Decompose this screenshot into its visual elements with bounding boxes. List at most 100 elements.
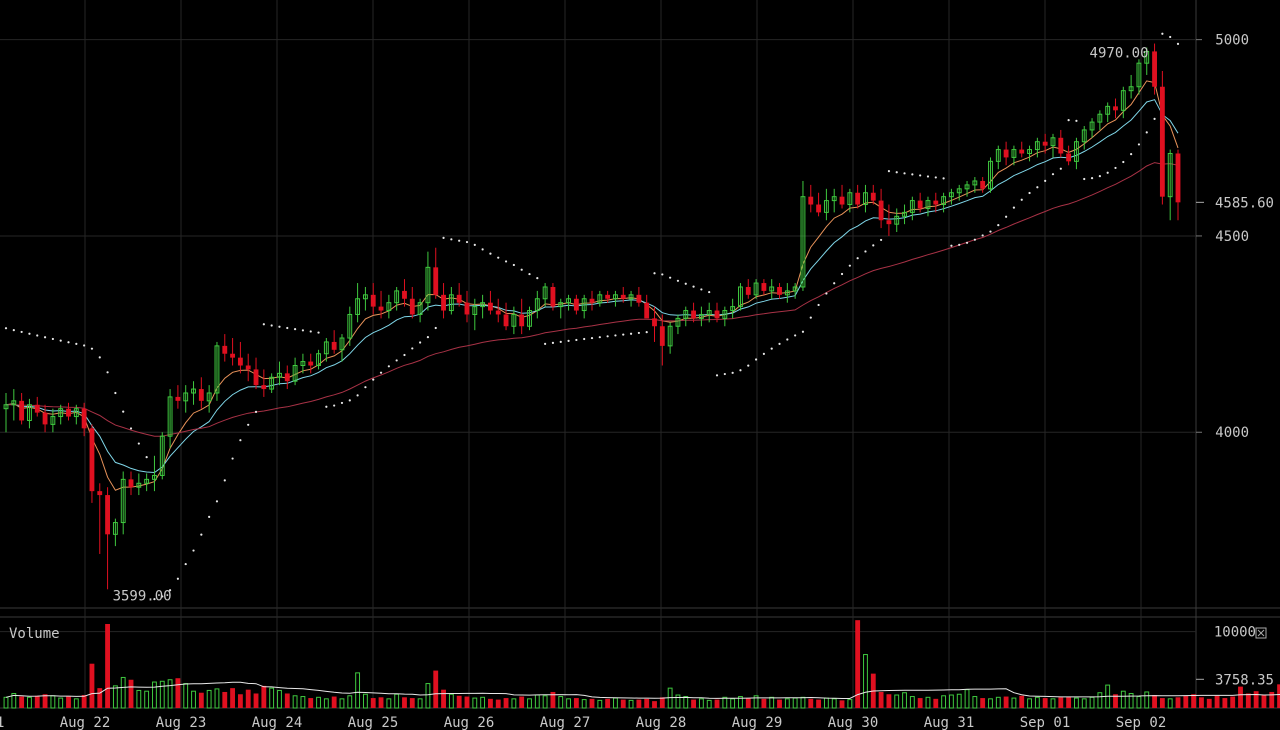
candle [558, 298, 564, 319]
high-price-label: 4970.00 [1090, 45, 1149, 61]
sar-dot [809, 316, 812, 319]
candle [1003, 141, 1009, 166]
sar-dot [395, 359, 398, 362]
sar-dot [286, 326, 289, 330]
candle-body [980, 180, 986, 189]
candle-body [1074, 141, 1079, 162]
candle [956, 184, 962, 201]
candle [581, 294, 587, 319]
sar-dot [895, 171, 898, 174]
volume-bar [206, 689, 212, 709]
candle-body [81, 408, 87, 429]
candle-body [417, 302, 423, 315]
sar-dot [293, 328, 297, 331]
sar-dot [28, 332, 31, 335]
current-price-label: 4585.60 [1215, 195, 1274, 211]
volume-bar [863, 654, 868, 709]
candle-body [847, 192, 853, 206]
volume-bar [1058, 697, 1064, 708]
sar-dot [4, 327, 8, 330]
volume-bar [308, 698, 314, 708]
candle [284, 365, 290, 390]
sar-dot [934, 176, 937, 179]
candle-body [191, 388, 196, 394]
candle [488, 290, 493, 315]
sar-dot [75, 342, 78, 345]
volume-bar [284, 693, 290, 708]
sar-dot [161, 595, 164, 598]
candle [394, 286, 400, 311]
sar-dot [614, 334, 617, 337]
candle-body [1042, 141, 1048, 146]
date-tick-label: Aug 22 [60, 715, 111, 730]
candle [527, 306, 532, 331]
sar-dot [301, 329, 305, 332]
volume-bar [339, 698, 345, 709]
price-tick-label: 4000 [1215, 425, 1249, 441]
candle [456, 283, 462, 307]
sar-dot [67, 341, 70, 344]
sar-dot [247, 423, 250, 426]
candle [878, 188, 884, 229]
sar-dot [559, 340, 562, 343]
sar-dot [833, 282, 836, 285]
volume-bar [152, 681, 157, 709]
candle [480, 294, 486, 319]
volume-bar [605, 698, 611, 708]
sar-dot [1106, 171, 1109, 174]
candle [339, 334, 345, 362]
volume-bar [402, 697, 407, 708]
volume-bar [1238, 686, 1243, 708]
candle-body [698, 313, 704, 319]
candle-body [480, 302, 486, 308]
sar-dot [192, 549, 195, 552]
candle [81, 402, 87, 437]
date-tick-label: Aug 25 [348, 715, 399, 730]
volume-bar [464, 696, 470, 708]
sar-dot [848, 264, 851, 267]
candle [573, 294, 579, 315]
sar-dot [528, 272, 531, 276]
volume-bar [503, 698, 509, 708]
volume-bar [1034, 696, 1040, 709]
sar-dot [794, 334, 797, 337]
sar-dot [1114, 166, 1117, 170]
sar-dot [90, 347, 94, 350]
candle [784, 283, 790, 303]
volume-bar [230, 688, 236, 708]
candle-body [1011, 149, 1017, 158]
candle [58, 404, 64, 425]
volume-bar [167, 679, 173, 709]
sar-dot [1090, 177, 1094, 180]
candle [433, 247, 439, 299]
volume-bar [1042, 698, 1048, 708]
volume-bar [355, 672, 361, 709]
volume-bar [722, 696, 728, 709]
candle-body [941, 196, 947, 206]
volume-bar [300, 696, 306, 709]
volume-bar [1113, 694, 1118, 708]
volume-bar [1152, 695, 1157, 708]
volume-bar [597, 699, 603, 709]
sar-dot [973, 238, 976, 241]
close-panel-icon[interactable] [1255, 627, 1267, 639]
sar-dot [262, 323, 265, 326]
candle-body [917, 200, 923, 209]
volume-bar [1245, 693, 1251, 708]
volume-bar [245, 689, 251, 708]
sar-dot [333, 404, 336, 407]
candle-body [620, 294, 626, 299]
candle-body [714, 310, 720, 319]
candle [777, 283, 782, 299]
volume-bar [441, 689, 446, 708]
volume-bar [331, 696, 337, 708]
volume-bar [1066, 696, 1072, 708]
sar-dot [442, 236, 445, 240]
volume-bar [847, 699, 853, 709]
volume-bar [558, 696, 564, 709]
sar-dot [958, 243, 961, 246]
volume-bar [659, 697, 665, 708]
volume-bar [1003, 696, 1009, 708]
date-tick-label: Aug 24 [252, 715, 303, 730]
volume-bar [573, 698, 579, 708]
